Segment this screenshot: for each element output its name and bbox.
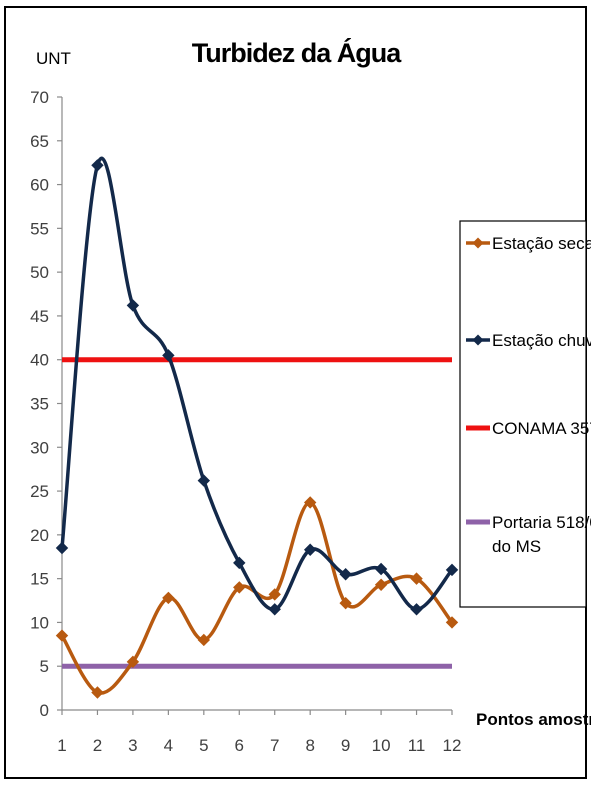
data-point: [445, 563, 459, 577]
y-tick-label: 20: [30, 526, 49, 545]
series-layer: [55, 156, 459, 699]
series-estacao-seca: [55, 496, 459, 699]
data-point: [303, 543, 317, 556]
y-axis-title: UNT: [36, 49, 71, 68]
data-point: [339, 596, 352, 610]
data-point: [445, 616, 459, 629]
y-tick-label: 60: [30, 176, 49, 195]
y-tick-label: 15: [30, 570, 49, 589]
y-tick-label: 45: [30, 307, 49, 326]
data-point: [55, 629, 69, 642]
chart-title: Turbidez da Água: [192, 37, 402, 68]
x-tick-label: 10: [372, 736, 391, 755]
data-point: [233, 556, 246, 570]
data-point: [374, 562, 388, 576]
y-ticks: 0 5 10 15 20 25 30 35 40 45 50 55 60 65 70: [30, 88, 62, 720]
x-tick-label: 11: [408, 736, 426, 755]
x-tick-label: 4: [164, 736, 173, 755]
y-tick-label: 40: [30, 351, 49, 370]
y-tick-label: 70: [30, 88, 49, 107]
y-tick-label: 25: [30, 482, 49, 501]
data-point: [91, 159, 104, 172]
x-axis-title: Pontos amostrados: [476, 710, 591, 729]
x-tick-label: 6: [235, 736, 244, 755]
x-tick-label: 9: [341, 736, 350, 755]
data-point: [268, 588, 281, 601]
legend-entry-portaria-518-04-do-ms: Portaria 518/04 do MS: [466, 513, 591, 556]
legend: Estação seca Estação chuvosa CONAMA 357/05…: [466, 234, 591, 556]
legend-label: CONAMA 357/05: [492, 419, 591, 438]
legend-label: do MS: [492, 537, 541, 556]
y-tick-label: 35: [30, 395, 49, 414]
data-point: [197, 633, 211, 647]
data-point: [233, 581, 246, 594]
legend-label: Portaria 518/04: [492, 513, 591, 532]
data-point: [55, 541, 69, 555]
legend-entry-conama-357-05: CONAMA 357/05: [466, 419, 591, 438]
y-tick-label: 65: [30, 132, 49, 151]
y-tick-label: 50: [30, 263, 49, 282]
data-point: [268, 603, 281, 616]
x-tick-label: 7: [270, 736, 279, 755]
legend-label: Estação seca: [492, 234, 591, 253]
legend-entry-estacao-seca: Estação seca: [466, 234, 591, 253]
x-tick-label: 2: [93, 736, 102, 755]
y-tick-label: 10: [30, 613, 49, 632]
data-point: [91, 686, 104, 699]
x-ticks: 1 2 3 4 5 6 7 8 9 10 11 12: [57, 710, 461, 755]
x-tick-label: 5: [199, 736, 208, 755]
data-point: [197, 474, 211, 487]
data-point: [126, 299, 140, 312]
data-point: [162, 349, 175, 362]
y-tick-label: 5: [40, 657, 49, 676]
legend-box: [459, 220, 587, 608]
data-point: [126, 655, 140, 669]
data-point: [303, 496, 317, 509]
legend-entry-estacao-chuvosa: Estação chuvosa: [466, 331, 591, 350]
data-point: [410, 603, 423, 616]
data-point: [374, 578, 388, 591]
y-tick-label: 0: [40, 701, 49, 720]
series-estacao-chuvosa: [55, 156, 459, 616]
x-tick-label: 12: [443, 736, 462, 755]
y-tick-label: 55: [30, 219, 49, 238]
data-point: [339, 568, 352, 581]
x-tick-label: 8: [305, 736, 314, 755]
legend-marker: [472, 334, 484, 346]
legend-label: Estação chuvosa: [492, 331, 591, 350]
data-point: [410, 572, 423, 585]
data-point: [162, 591, 175, 605]
x-tick-label: 1: [57, 736, 66, 755]
legend-marker: [472, 237, 484, 249]
y-tick-label: 30: [30, 438, 49, 457]
x-tick-label: 3: [128, 736, 137, 755]
